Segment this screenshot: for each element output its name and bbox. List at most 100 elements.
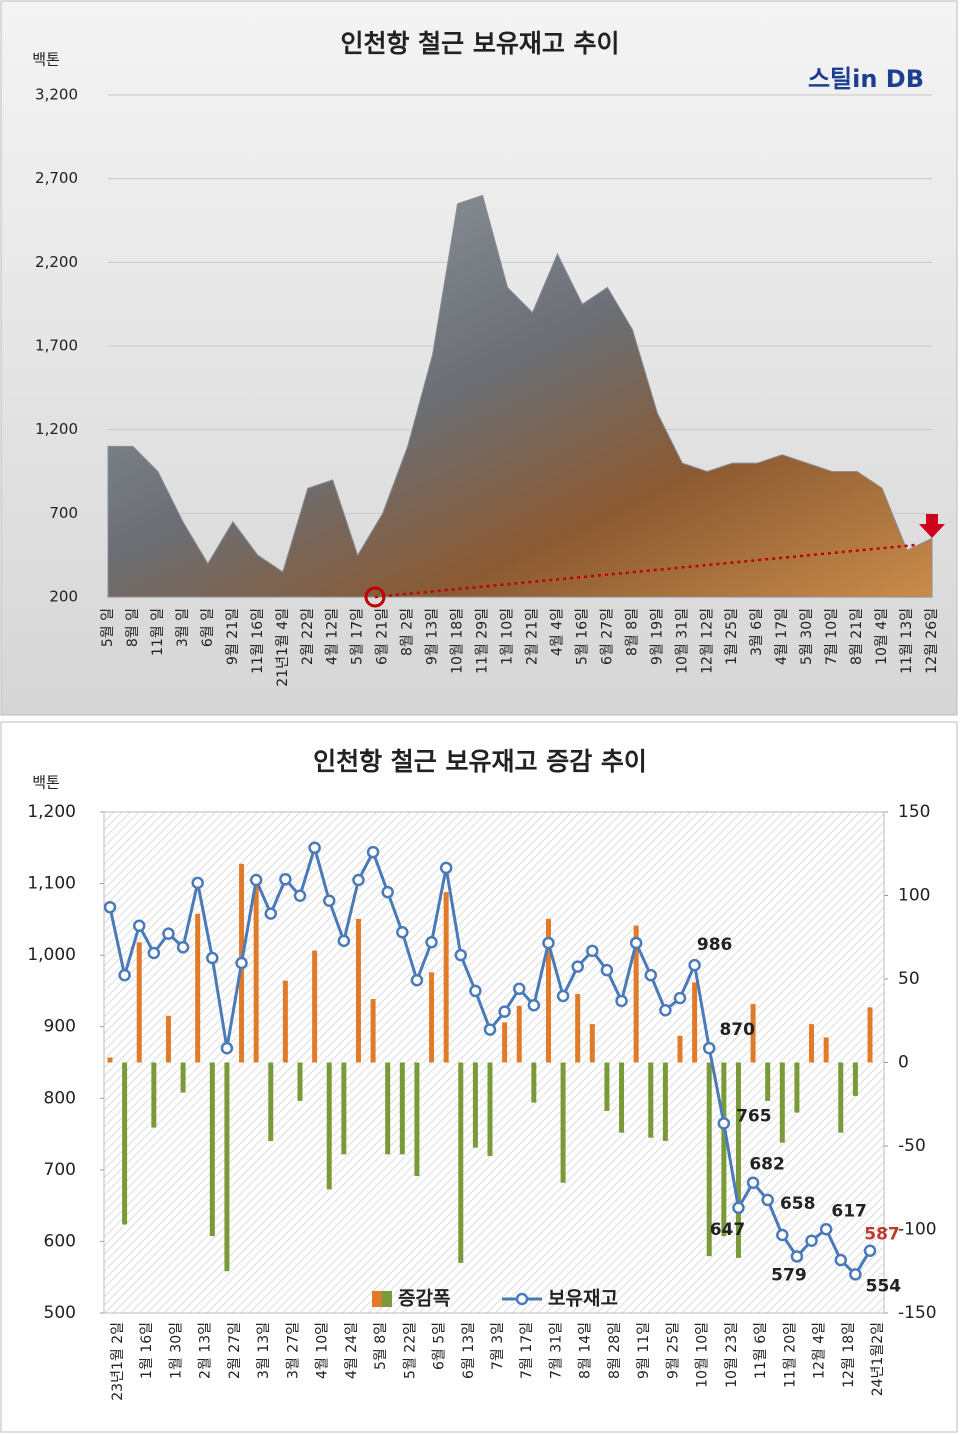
- x-tick-label: 5월 22일: [402, 1322, 418, 1379]
- logo: 스틸in DB: [808, 65, 924, 93]
- bar: [312, 950, 318, 1063]
- x-tick-label: 2월 21일: [524, 608, 540, 665]
- x-tick-label: 6월 27일: [599, 608, 615, 665]
- y-tick-label: 2,200: [35, 253, 78, 271]
- line-marker: [819, 1223, 833, 1236]
- data-label: 986: [697, 935, 733, 955]
- bar: [224, 1062, 230, 1272]
- x-tick-label: 2월 27일: [227, 1322, 243, 1379]
- line-marker: [147, 946, 161, 960]
- x-tick-label: 12월 4일: [812, 1322, 828, 1379]
- x-tick-label: 5월 17일: [350, 608, 366, 665]
- bar: [604, 1062, 610, 1111]
- bar: [429, 972, 435, 1063]
- line-marker: [805, 1234, 818, 1247]
- bar: [531, 1062, 537, 1103]
- y-tick-label: 1,200: [27, 802, 76, 822]
- bar: [852, 1062, 858, 1096]
- area: [107, 194, 933, 598]
- x-tick-label: 4월 12일: [325, 608, 341, 665]
- y-tick-label: 900: [44, 1017, 76, 1037]
- line-marker: [322, 894, 336, 907]
- y-tick-label: 200: [49, 588, 78, 606]
- line-marker: [644, 968, 658, 982]
- bar: [370, 999, 376, 1063]
- bar: [472, 1062, 478, 1148]
- bar: [443, 892, 449, 1063]
- highlight-circle: [364, 586, 386, 608]
- line-marker: [629, 936, 643, 950]
- x-tick-label: 7월 17일: [519, 1322, 535, 1379]
- x-tick-label: 2월 22일: [300, 608, 316, 665]
- x-tick-label: 9월 19일: [649, 608, 665, 665]
- bar: [809, 1024, 815, 1063]
- bar: [341, 1062, 347, 1155]
- x-tick-label: 2월 13일: [198, 1322, 214, 1379]
- chart-title: 인천항 철근 보유재고 추이: [340, 29, 619, 58]
- x-tick-label: 11월 20일: [782, 1322, 798, 1388]
- bar: [560, 1062, 566, 1183]
- bar: [414, 1062, 420, 1177]
- plot-border: [103, 811, 885, 1314]
- line-marker: [235, 956, 248, 970]
- line-marker: [176, 941, 190, 954]
- y-unit: 백톤: [32, 51, 60, 69]
- bar: [355, 918, 361, 1063]
- line-marker: [454, 948, 468, 962]
- bar: [195, 913, 201, 1063]
- data-label: 647: [710, 1220, 746, 1240]
- bar: [516, 1005, 522, 1063]
- y-tick-label: 600: [44, 1231, 76, 1251]
- bar: [282, 980, 288, 1063]
- bar: [575, 994, 581, 1063]
- x-tick-label: 9월 21일: [225, 608, 241, 665]
- line-marker: [469, 984, 482, 998]
- bar: [209, 1062, 215, 1237]
- data-label: 658: [780, 1194, 816, 1214]
- bar: [779, 1062, 785, 1143]
- x-tick-label: 1월 16일: [139, 1322, 155, 1379]
- line-marker: [103, 900, 117, 914]
- x-tick-label: 9월 11일: [636, 1322, 652, 1379]
- x-tick-label: 3월 일: [175, 608, 191, 647]
- bar: [326, 1062, 332, 1190]
- line-marker: [586, 944, 599, 958]
- line-marker: [615, 994, 628, 1008]
- x-tick-label: 7월 3일: [490, 1322, 506, 1370]
- legend-label: 증감폭: [398, 1288, 450, 1310]
- x-tick-label: 9월 25일: [665, 1322, 681, 1379]
- bar: [253, 877, 259, 1063]
- x-tick-label: 11월 16일: [250, 608, 266, 674]
- x-tick-label: 1월 10일: [500, 608, 516, 665]
- x-tick-label: 23년1월 2일: [110, 1322, 126, 1401]
- data-label: 682: [749, 1155, 785, 1175]
- bar: [765, 1062, 771, 1101]
- legend-label: 보유재고: [548, 1288, 618, 1310]
- bar: [838, 1062, 844, 1133]
- data-label: 870: [719, 1020, 755, 1040]
- line-marker: [512, 982, 526, 996]
- y2-tick-label: 150: [898, 802, 930, 822]
- line-marker: [191, 876, 204, 890]
- data-label: 587: [864, 1225, 900, 1245]
- line-marker: [571, 960, 584, 973]
- x-tick-label: 6월 21일: [375, 608, 391, 665]
- x-tick-label: 8월 일: [125, 608, 141, 647]
- bar: [122, 1062, 128, 1225]
- x-tick-label: 1월 30일: [168, 1322, 184, 1379]
- y-tick-label: 1,700: [35, 337, 78, 355]
- x-tick-label: 6월 5일: [432, 1322, 448, 1370]
- x-tick-label: 5월 일: [100, 608, 116, 647]
- bar: [619, 1062, 625, 1133]
- bar: [268, 1062, 274, 1141]
- bar: [662, 1062, 668, 1141]
- x-tick-label: 11월 13일: [899, 608, 915, 674]
- bar: [677, 1035, 683, 1063]
- line-marker: [439, 861, 453, 875]
- x-tick-label: 9월 13일: [425, 608, 441, 665]
- x-tick-label: 8월 21일: [849, 608, 865, 665]
- x-tick-label: 7월 10일: [824, 608, 840, 665]
- line-marker: [863, 1244, 877, 1257]
- x-tick-label: 11월 6일: [753, 1322, 769, 1379]
